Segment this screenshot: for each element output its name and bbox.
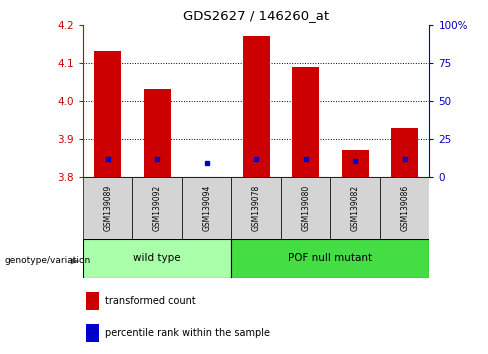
Bar — [380, 177, 429, 239]
Text: percentile rank within the sample: percentile rank within the sample — [105, 327, 270, 338]
Text: GSM139078: GSM139078 — [252, 185, 261, 231]
Bar — [231, 239, 429, 278]
Bar — [281, 177, 330, 239]
Text: transformed count: transformed count — [105, 296, 196, 306]
Text: genotype/variation: genotype/variation — [5, 256, 91, 265]
Text: GSM139086: GSM139086 — [400, 185, 409, 231]
Bar — [132, 177, 182, 239]
Bar — [391, 127, 418, 177]
Text: GSM139094: GSM139094 — [202, 185, 211, 231]
Bar — [342, 150, 369, 177]
Text: GSM139082: GSM139082 — [351, 185, 360, 231]
Bar — [86, 292, 99, 310]
Bar — [83, 239, 231, 278]
Bar — [231, 177, 281, 239]
Bar — [243, 36, 270, 177]
Bar — [86, 324, 99, 342]
Text: GSM139089: GSM139089 — [103, 185, 112, 231]
Text: POF null mutant: POF null mutant — [288, 253, 372, 263]
Bar — [182, 177, 231, 239]
Bar — [292, 67, 319, 177]
Bar — [83, 177, 132, 239]
Polygon shape — [71, 258, 80, 264]
Text: GSM139080: GSM139080 — [301, 185, 310, 231]
Title: GDS2627 / 146260_at: GDS2627 / 146260_at — [183, 9, 329, 22]
Text: wild type: wild type — [133, 253, 181, 263]
Bar — [330, 177, 380, 239]
Bar — [143, 90, 171, 177]
Bar — [94, 51, 122, 177]
Text: GSM139092: GSM139092 — [153, 185, 162, 231]
